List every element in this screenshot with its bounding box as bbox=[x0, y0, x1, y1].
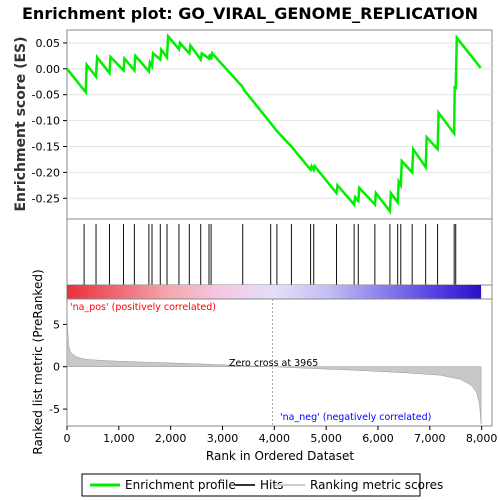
es-y-tick-label: 0.00 bbox=[36, 63, 61, 76]
chart-title: Enrichment plot: GO_VIRAL_GENOME_REPLICA… bbox=[22, 4, 478, 23]
x-tick-label: 1,000 bbox=[103, 432, 135, 445]
x-tick-label: 5,000 bbox=[310, 432, 342, 445]
es-gridlines bbox=[67, 42, 492, 199]
rank-color-bar bbox=[67, 285, 482, 299]
positive-correlation-label: 'na_pos' (positively correlated) bbox=[70, 302, 216, 313]
x-tick-label: 0 bbox=[64, 432, 71, 445]
ranked-y-ticks: 5 0 -5 bbox=[49, 318, 67, 416]
es-y-tick-label: -0.10 bbox=[32, 115, 60, 128]
ranked-y-axis-label: Ranked list metric (PreRanked) bbox=[31, 269, 45, 454]
ranked-y-tick-label: 5 bbox=[53, 318, 60, 331]
enrichment-profile-line bbox=[66, 32, 482, 215]
es-y-tick-label: -0.25 bbox=[32, 192, 60, 205]
legend-item-label: Hits bbox=[260, 478, 283, 492]
x-axis-ticks: 0 1,000 2,000 3,000 4,000 5,000 6,000 7,000 8,00… bbox=[64, 426, 498, 445]
legend-item-label: Ranking metric scores bbox=[310, 478, 443, 492]
ranking-metric-area bbox=[66, 303, 482, 425]
ranked-y-tick-label: 0 bbox=[53, 361, 60, 374]
legend: Enrichment profile Hits Ranking metric sco… bbox=[90, 478, 443, 492]
es-y-tick-label: -0.20 bbox=[32, 166, 60, 179]
es-y-tick-label: -0.05 bbox=[32, 89, 60, 102]
x-tick-label: 4,000 bbox=[259, 432, 291, 445]
es-y-tick-label: -0.15 bbox=[32, 141, 60, 154]
negative-correlation-label: 'na_neg' (negatively correlated) bbox=[280, 412, 431, 423]
x-tick-label: 6,000 bbox=[362, 432, 394, 445]
zero-cross-annotation: Zero cross at 3965 bbox=[229, 358, 318, 369]
x-tick-label: 7,000 bbox=[414, 432, 446, 445]
hits-panel-frame bbox=[66, 218, 493, 286]
x-tick-label: 2,000 bbox=[155, 432, 187, 445]
es-y-tick-label: 0.05 bbox=[36, 37, 61, 50]
ranked-y-tick-label: -5 bbox=[49, 403, 60, 416]
es-panel-frame bbox=[66, 29, 493, 220]
es-y-ticks: 0.05 0.00 -0.05 -0.10 -0.15 -0.20 -0.25 bbox=[32, 37, 67, 205]
legend-item-label: Enrichment profile bbox=[125, 478, 236, 492]
es-y-axis-label: Enrichment score (ES) bbox=[13, 36, 29, 211]
hit-lines bbox=[83, 224, 457, 285]
x-axis-label: Rank in Ordered Dataset bbox=[206, 449, 354, 463]
x-tick-label: 3,000 bbox=[207, 432, 239, 445]
x-tick-label: 8,000 bbox=[466, 432, 498, 445]
